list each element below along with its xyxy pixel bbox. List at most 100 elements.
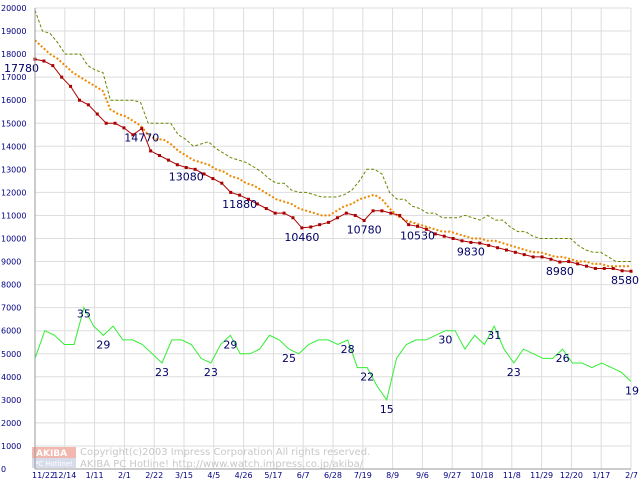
data-label: 13080 — [169, 171, 204, 184]
min-price-point — [344, 211, 348, 215]
min-price-point — [318, 223, 322, 227]
data-label: 15 — [380, 403, 394, 416]
min-price-point — [273, 211, 277, 215]
y-tick-label: 0 — [1, 465, 6, 474]
data-label: 28 — [341, 343, 355, 356]
min-price-point — [371, 209, 375, 213]
min-price-line — [34, 58, 632, 272]
min-price-point — [398, 213, 402, 217]
min-price-point — [416, 224, 420, 228]
y-tick-label: 18000 — [1, 50, 26, 59]
y-tick-label: 17000 — [1, 73, 26, 82]
y-tick-label: 14000 — [1, 142, 26, 151]
data-label: 31 — [487, 329, 501, 342]
min-price-point — [442, 234, 446, 238]
x-tick-label: 1/17 — [592, 471, 610, 480]
min-price-point — [104, 121, 108, 125]
min-price-point — [264, 207, 268, 211]
y-tick-label: 1000 — [1, 442, 21, 451]
min-price-point — [540, 255, 544, 259]
x-tick-label: 6/7 — [297, 471, 310, 480]
min-price-point — [229, 190, 233, 194]
y-tick-label: 6000 — [1, 327, 21, 336]
y-axis-ticks: 0 1000 2000 3000 4000 5000 6000 7000 8000 9000 100… — [1, 4, 26, 474]
min-price-point — [95, 112, 99, 116]
min-price-point — [86, 103, 90, 107]
min-price-point — [300, 226, 304, 230]
min-price-point — [593, 266, 597, 270]
logo-top-box — [32, 447, 76, 458]
y-tick-label: 20000 — [1, 4, 26, 13]
y-tick-label: 13000 — [1, 165, 26, 174]
x-tick-label: 10/18 — [470, 471, 493, 480]
min-price-point — [460, 239, 464, 243]
grid — [34, 7, 632, 470]
min-price-point — [291, 216, 295, 220]
data-label: 10460 — [284, 231, 319, 244]
x-tick-label: 2/1 — [118, 471, 131, 480]
min-price-point — [504, 248, 508, 252]
min-price-point — [42, 59, 46, 63]
min-price-point — [140, 127, 144, 131]
logo-bottom-text: PC Hotline! — [34, 460, 73, 468]
min-price-point — [69, 84, 73, 88]
data-label: 25 — [282, 352, 296, 365]
data-label: 8980 — [546, 265, 574, 278]
y-tick-label: 2000 — [1, 419, 21, 428]
x-tick-label: 4/26 — [235, 471, 253, 480]
min-price-point — [602, 266, 606, 270]
data-label: 23 — [507, 366, 521, 379]
avg-price-line — [34, 39, 631, 268]
x-tick-label: 2/7 — [625, 471, 638, 480]
series — [33, 10, 633, 402]
min-price-point — [282, 211, 286, 215]
x-tick-label: 12/20 — [560, 471, 583, 480]
data-label: 23 — [204, 366, 218, 379]
data-labels: 17780 14770 13080 11880 10460 10780 10530 9830 8… — [4, 62, 639, 416]
y-tick-label: 3000 — [1, 396, 21, 405]
x-tick-label: 2/22 — [145, 471, 163, 480]
min-price-point — [211, 177, 215, 181]
min-price-point — [246, 197, 250, 201]
min-price-point — [478, 241, 482, 245]
y-tick-label: 4000 — [1, 373, 21, 382]
x-tick-label: 9/6 — [416, 471, 429, 480]
url-line: AKIBA PC Hotline! http://www.watch.impre… — [80, 459, 364, 470]
x-tick-label: 3/15 — [175, 471, 193, 480]
min-price-point — [255, 202, 259, 206]
y-tick-label: 11000 — [1, 211, 26, 220]
min-price-point — [549, 257, 553, 261]
min-price-point — [238, 193, 242, 197]
data-label: 10780 — [347, 224, 382, 237]
min-price-point — [362, 219, 366, 223]
data-label: 17780 — [4, 62, 39, 75]
min-price-point — [522, 253, 526, 257]
y-tick-label: 7000 — [1, 304, 21, 313]
data-label: 35 — [77, 308, 91, 321]
min-price-point — [202, 172, 206, 176]
data-label: 30 — [438, 334, 452, 347]
x-tick-label: 1/11 — [86, 471, 104, 480]
data-label: 22 — [360, 371, 374, 384]
data-label: 26 — [556, 352, 570, 365]
logo-top-text: AKIBA — [36, 449, 67, 459]
min-price-point — [327, 220, 331, 224]
min-price-point — [611, 266, 615, 270]
min-price-point — [407, 223, 411, 227]
min-price-point — [380, 209, 384, 213]
x-tick-label: 4/5 — [207, 471, 220, 480]
x-tick-label: 5/17 — [264, 471, 282, 480]
min-price-point — [389, 211, 393, 215]
min-price-point — [77, 98, 81, 102]
min-price-point — [469, 240, 473, 244]
min-price-point — [487, 243, 491, 247]
y-tick-label: 12000 — [1, 188, 26, 197]
watermark: AKIBA PC Hotline! Copyright(c)2003 Impre… — [32, 447, 370, 470]
min-price-point — [122, 126, 126, 130]
min-price-point — [131, 133, 135, 137]
min-price-point — [60, 75, 64, 79]
x-tick-label: 12/14 — [53, 471, 76, 480]
min-price-point — [585, 264, 589, 268]
